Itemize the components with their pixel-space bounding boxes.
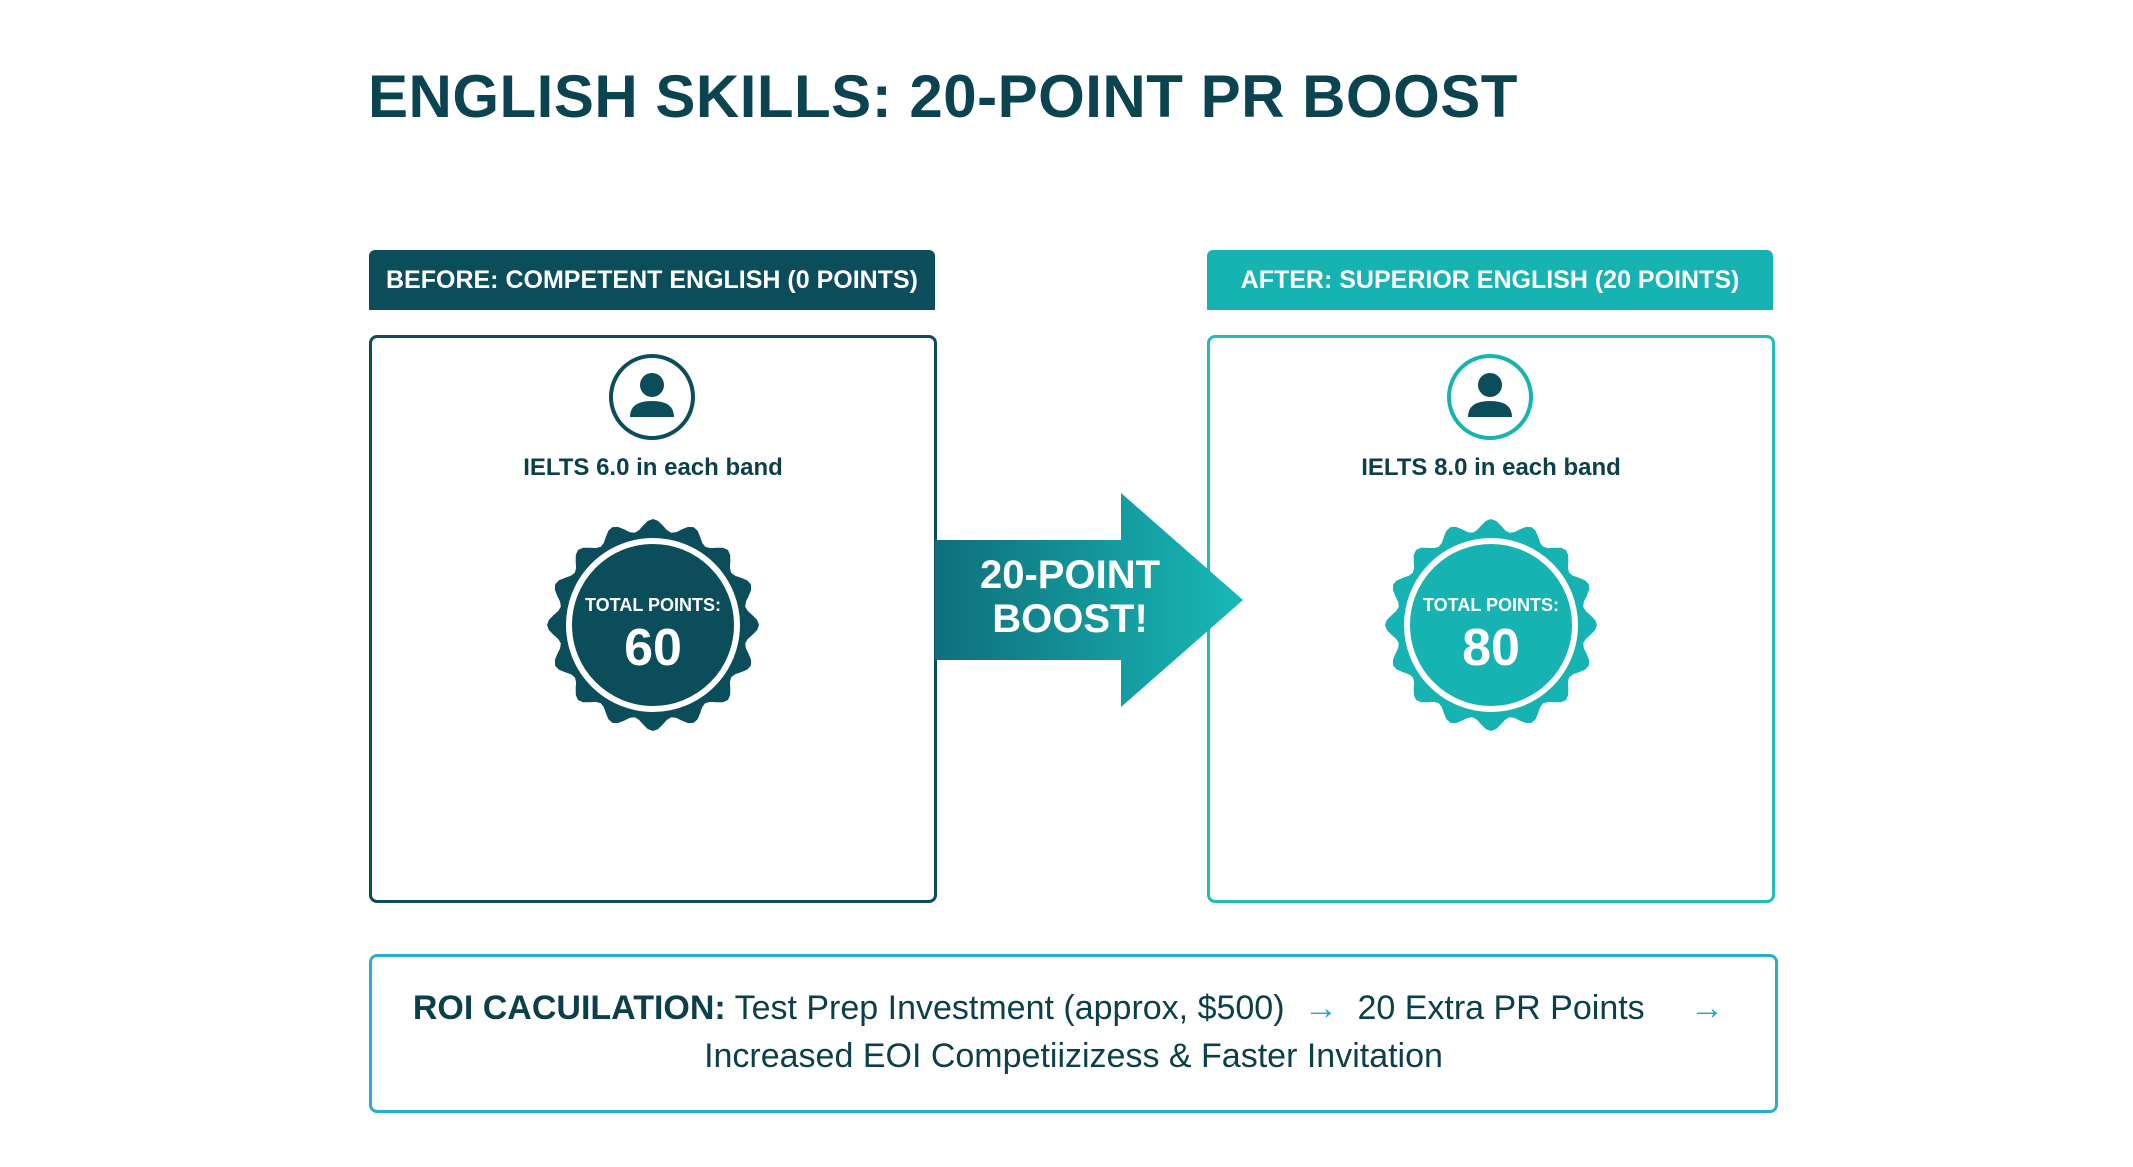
total-points-badge: TOTAL POINTS: 80 xyxy=(1384,518,1598,732)
after-header: AFTER: SUPERIOR ENGLISH (20 POINTS) xyxy=(1207,250,1773,310)
roi-step3: Increased EOI Competiizizess & Faster In… xyxy=(704,1037,1443,1075)
roi-step2: 20 Extra PR Points xyxy=(1357,989,1645,1027)
badge-value: 80 xyxy=(1462,619,1520,677)
roi-label: ROI CACUILATION: xyxy=(412,989,726,1027)
arrow-right-icon: → xyxy=(1303,989,1338,1027)
person-icon xyxy=(1447,354,1533,440)
boost-arrow xyxy=(935,493,1243,707)
person-icon xyxy=(609,354,695,440)
before-header: BEFORE: COMPETENT ENGLISH (0 POINTS) xyxy=(369,250,935,310)
boost-line2: BOOST! xyxy=(992,597,1148,641)
arrow-right-icon: → xyxy=(1690,989,1725,1027)
badge-label: TOTAL POINTS: xyxy=(584,595,721,615)
badge-label: TOTAL POINTS: xyxy=(1422,595,1559,615)
boost-label: 20-POINT BOOST! xyxy=(950,553,1190,641)
badge-value: 60 xyxy=(624,619,682,677)
ielts-score: IELTS 6.0 in each band xyxy=(523,454,783,481)
seal-icon xyxy=(1385,519,1597,731)
before-card: IELTS 6.0 in each band TOTAL POINTS: 60 xyxy=(369,335,937,903)
roi-box: ROI CACUILATION: Test Prep Investment (a… xyxy=(369,954,1778,1113)
roi-step1: Test Prep Investment (approx, $500) xyxy=(734,989,1285,1027)
ielts-score: IELTS 8.0 in each band xyxy=(1361,454,1621,481)
page-title: ENGLISH SKILLS: 20-POINT PR BOOST xyxy=(368,63,1518,130)
after-card: IELTS 8.0 in each band TOTAL POINTS: 80 xyxy=(1207,335,1775,903)
boost-line1: 20-POINT xyxy=(979,553,1161,597)
total-points-badge: TOTAL POINTS: 60 xyxy=(546,518,760,732)
seal-icon xyxy=(547,519,759,731)
